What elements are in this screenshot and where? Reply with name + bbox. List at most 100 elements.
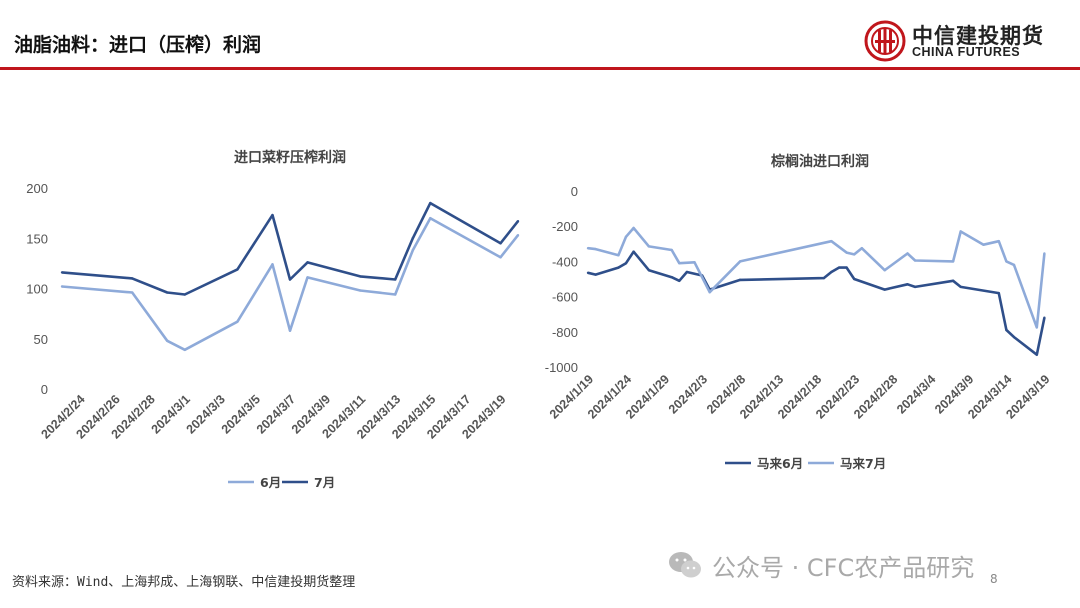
data-point xyxy=(516,234,520,237)
data-point xyxy=(685,270,689,274)
data-point xyxy=(411,249,414,252)
data-point xyxy=(271,263,274,266)
y-tick-label: 50 xyxy=(34,332,48,347)
x-tick-label: 2024/3/4 xyxy=(894,372,938,416)
data-point xyxy=(306,261,309,264)
data-point xyxy=(997,239,1000,243)
data-point xyxy=(845,251,848,254)
source-note: 资料来源：Wind、上海邦成、上海钢联、中信建投期货整理 xyxy=(12,575,356,590)
data-point xyxy=(959,230,962,233)
data-point xyxy=(997,291,1000,295)
y-tick-label: 100 xyxy=(26,282,48,297)
data-point xyxy=(845,266,848,269)
data-point xyxy=(130,291,134,294)
y-tick-label: 200 xyxy=(26,181,48,196)
data-point xyxy=(738,278,742,282)
citic-emblem-icon xyxy=(864,20,906,62)
data-point xyxy=(624,261,628,265)
data-point xyxy=(617,266,620,269)
data-point xyxy=(913,285,917,289)
data-point xyxy=(236,268,239,271)
data-point xyxy=(959,285,962,289)
data-point xyxy=(1005,328,1008,332)
data-point xyxy=(1043,316,1046,319)
data-point xyxy=(166,339,169,342)
watermark-text: 公众号 · CFC农产品研究 xyxy=(712,553,975,582)
data-point xyxy=(860,247,864,250)
legend-label: 马来6月 xyxy=(757,456,803,471)
data-point xyxy=(60,285,64,288)
header-divider xyxy=(0,67,1080,70)
data-point xyxy=(837,266,841,269)
y-tick-label: -800 xyxy=(552,325,578,340)
watermark: 公众号 · CFC农产品研究 xyxy=(668,546,974,584)
data-point xyxy=(647,245,651,248)
data-point xyxy=(632,250,635,253)
data-point xyxy=(738,260,742,263)
logo-cn-text: 中信建投期货 xyxy=(912,23,1044,48)
data-point xyxy=(1012,335,1016,339)
data-point xyxy=(586,247,590,250)
data-point xyxy=(883,269,886,272)
data-point xyxy=(130,277,134,280)
data-point xyxy=(1035,353,1038,356)
data-point xyxy=(883,288,886,291)
y-tick-label: -1000 xyxy=(545,360,578,375)
series-line-1 xyxy=(587,250,1046,356)
series-line-2 xyxy=(61,201,520,296)
data-point xyxy=(358,289,362,292)
data-point xyxy=(830,239,833,243)
data-point xyxy=(678,261,681,265)
legend-label: 6月 xyxy=(260,475,281,490)
data-point xyxy=(183,293,186,296)
data-point xyxy=(670,276,673,279)
data-point xyxy=(288,278,292,281)
data-point xyxy=(594,273,597,276)
data-point xyxy=(951,260,955,263)
data-point xyxy=(288,329,292,332)
data-point xyxy=(236,320,239,323)
y-tick-label: -600 xyxy=(552,290,578,305)
x-tick-label: 2024/2/3 xyxy=(666,372,710,416)
data-point xyxy=(429,216,432,220)
legend-label: 马来7月 xyxy=(840,456,886,471)
data-point xyxy=(358,275,362,278)
data-point xyxy=(853,253,856,256)
y-tick-label: -400 xyxy=(552,254,578,269)
data-point xyxy=(499,242,502,245)
series-line-2 xyxy=(587,226,1046,329)
wechat-icon xyxy=(669,552,701,578)
legend-label: 7月 xyxy=(314,475,335,490)
data-point xyxy=(617,254,620,257)
data-point xyxy=(499,256,502,259)
chart-title: 棕榈油进口利润 xyxy=(770,153,869,170)
data-point xyxy=(594,247,597,251)
data-point xyxy=(1005,260,1008,263)
data-point xyxy=(183,348,186,352)
y-tick-label: 0 xyxy=(571,184,578,199)
data-point xyxy=(271,213,274,217)
data-point xyxy=(853,277,856,281)
company-logo: 中信建投期货 CHINA FUTURES xyxy=(864,20,1064,64)
data-point xyxy=(906,252,909,255)
data-point xyxy=(1043,252,1046,255)
data-point xyxy=(913,259,917,262)
data-point xyxy=(693,261,696,264)
logo-en-text: CHINA FUTURES xyxy=(912,45,1021,59)
data-point xyxy=(394,278,397,281)
data-point xyxy=(624,235,628,238)
data-point xyxy=(586,271,590,275)
data-point xyxy=(678,279,681,282)
y-tick-label: 150 xyxy=(26,231,48,246)
page-number: 8 xyxy=(990,572,998,586)
data-point xyxy=(1035,326,1038,329)
data-point xyxy=(516,219,520,223)
data-point xyxy=(166,291,169,294)
data-point xyxy=(951,279,955,282)
y-tick-label: -200 xyxy=(552,219,578,234)
data-point xyxy=(429,201,432,205)
data-point xyxy=(708,291,711,294)
chart-title: 进口菜籽压榨利润 xyxy=(234,149,346,166)
data-point xyxy=(830,270,833,274)
